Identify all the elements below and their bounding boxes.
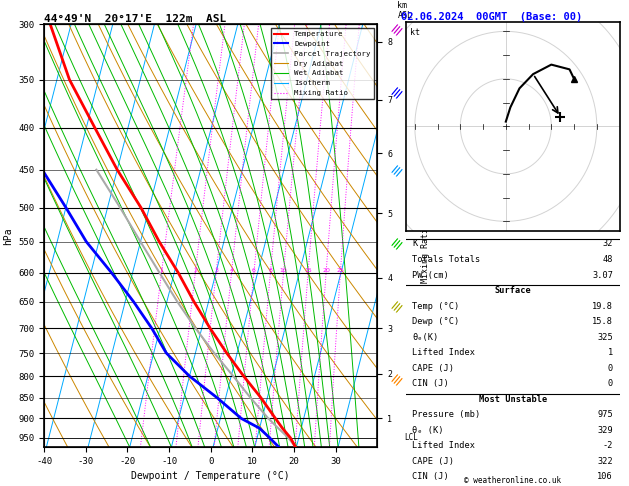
Text: ≡: ≡ (387, 19, 406, 39)
Text: 2: 2 (193, 268, 198, 273)
Text: 322: 322 (598, 457, 613, 466)
Text: 4: 4 (230, 268, 233, 273)
Text: -2: -2 (603, 441, 613, 450)
Text: Dewp (°C): Dewp (°C) (412, 317, 459, 326)
Text: 3: 3 (214, 268, 218, 273)
Text: ≡: ≡ (387, 160, 406, 180)
Text: 0: 0 (608, 364, 613, 373)
Text: © weatheronline.co.uk: © weatheronline.co.uk (464, 476, 561, 485)
Text: 44°49'N  20°17'E  122m  ASL: 44°49'N 20°17'E 122m ASL (44, 14, 226, 23)
Legend: Temperature, Dewpoint, Parcel Trajectory, Dry Adiabat, Wet Adiabat, Isotherm, Mi: Temperature, Dewpoint, Parcel Trajectory… (270, 28, 374, 99)
Text: Lifted Index: Lifted Index (412, 441, 475, 450)
Text: Lifted Index: Lifted Index (412, 348, 475, 357)
Text: 1: 1 (160, 268, 164, 273)
Text: 02.06.2024  00GMT  (Base: 00): 02.06.2024 00GMT (Base: 00) (401, 12, 582, 22)
Text: LCL: LCL (404, 434, 418, 442)
Text: 15.8: 15.8 (592, 317, 613, 326)
Text: 975: 975 (598, 410, 613, 419)
Text: CAPE (J): CAPE (J) (412, 364, 454, 373)
Text: 1: 1 (608, 348, 613, 357)
Text: Totals Totals: Totals Totals (412, 255, 481, 264)
Text: 32: 32 (603, 240, 613, 248)
Text: 106: 106 (598, 472, 613, 481)
Text: 325: 325 (598, 332, 613, 342)
Text: PW (cm): PW (cm) (412, 271, 449, 279)
Text: 20: 20 (322, 268, 330, 273)
Text: ≡: ≡ (387, 369, 406, 389)
Text: km
ASL: km ASL (398, 0, 413, 20)
Text: 3.07: 3.07 (592, 271, 613, 279)
Text: 10: 10 (280, 268, 287, 273)
X-axis label: Dewpoint / Temperature (°C): Dewpoint / Temperature (°C) (131, 471, 290, 482)
Text: K: K (412, 240, 418, 248)
Text: ≡: ≡ (387, 233, 406, 253)
Text: 6: 6 (252, 268, 256, 273)
Text: CAPE (J): CAPE (J) (412, 457, 454, 466)
Text: kt: kt (410, 28, 420, 37)
Text: Pressure (mb): Pressure (mb) (412, 410, 481, 419)
Text: Temp (°C): Temp (°C) (412, 301, 459, 311)
Text: ≡: ≡ (387, 83, 406, 102)
Text: θₑ (K): θₑ (K) (412, 426, 443, 434)
Text: 19.8: 19.8 (592, 301, 613, 311)
Text: Most Unstable: Most Unstable (479, 395, 547, 404)
Text: Mixing Ratio (g/kg): Mixing Ratio (g/kg) (421, 188, 430, 283)
Text: 329: 329 (598, 426, 613, 434)
Text: CIN (J): CIN (J) (412, 379, 449, 388)
Y-axis label: hPa: hPa (3, 227, 13, 244)
Text: θₑ(K): θₑ(K) (412, 332, 438, 342)
Text: 15: 15 (304, 268, 312, 273)
Text: 8: 8 (269, 268, 272, 273)
Text: CIN (J): CIN (J) (412, 472, 449, 481)
Text: ≡: ≡ (387, 296, 406, 316)
Text: 0: 0 (608, 379, 613, 388)
Text: 48: 48 (603, 255, 613, 264)
Text: 25: 25 (337, 268, 344, 273)
Text: Surface: Surface (494, 286, 531, 295)
